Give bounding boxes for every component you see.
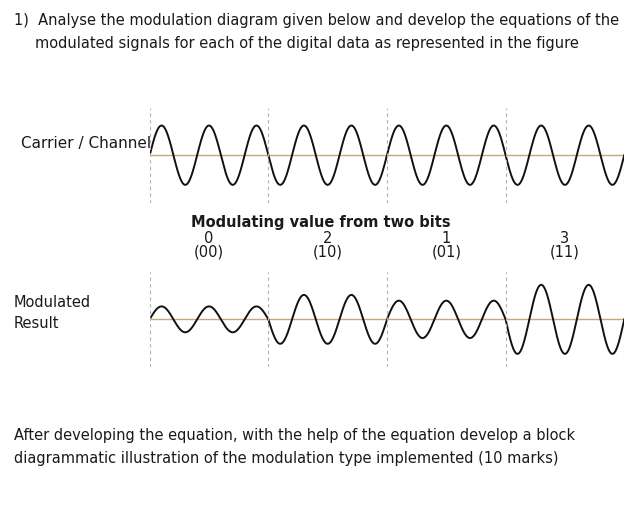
Text: (00): (00)	[194, 245, 224, 260]
Text: (10): (10)	[313, 245, 343, 260]
Text: 3: 3	[561, 230, 569, 246]
Text: diagrammatic illustration of the modulation type implemented (10 marks): diagrammatic illustration of the modulat…	[14, 451, 559, 466]
Text: After developing the equation, with the help of the equation develop a block: After developing the equation, with the …	[14, 428, 575, 443]
Text: 1: 1	[441, 230, 451, 246]
Text: modulated signals for each of the digital data as represented in the figure: modulated signals for each of the digita…	[35, 36, 579, 51]
Text: Modulating value from two bits: Modulating value from two bits	[191, 214, 451, 230]
Text: (11): (11)	[550, 245, 580, 260]
Text: (01): (01)	[431, 245, 461, 260]
Text: 0: 0	[204, 230, 213, 246]
Text: 2: 2	[323, 230, 333, 246]
Text: Carrier / Channel: Carrier / Channel	[21, 136, 151, 151]
Text: 1)  Analyse the modulation diagram given below and develop the equations of the: 1) Analyse the modulation diagram given …	[14, 13, 619, 28]
Text: Modulated
Result: Modulated Result	[14, 295, 91, 331]
